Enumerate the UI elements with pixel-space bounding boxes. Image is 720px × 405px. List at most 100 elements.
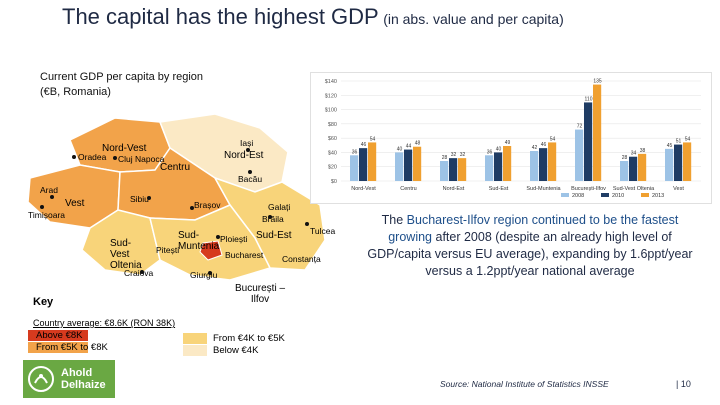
legend-swatch-2008: [561, 193, 569, 197]
data-label: 40: [397, 146, 403, 152]
bar-2013-6: [638, 153, 647, 181]
legend-swatch: [183, 333, 207, 344]
bar-2010-0: [359, 148, 368, 181]
chart-svg: $0$20$40$60$80$100$120$140364654Nord-Ves…: [325, 79, 701, 199]
map-label-bucuresti-ilfov: București – Ilfov: [234, 283, 286, 305]
city-dot: [190, 206, 194, 210]
bar-2013-3: [503, 146, 512, 181]
city-dot: [208, 271, 212, 275]
key-label: Key: [33, 296, 54, 308]
data-label: 54: [685, 136, 691, 142]
data-label: 135: [593, 79, 602, 85]
logo-line1: Ahold: [61, 367, 93, 379]
city-dot: [216, 235, 220, 239]
city-dot: [248, 170, 252, 174]
x-category-label: Nord-Vest: [351, 186, 376, 192]
legend-swatch-2013: [641, 193, 649, 197]
page-number: | 10: [676, 379, 691, 389]
map-subheading: Current GDP per capita by region (€B, Ro…: [40, 70, 203, 100]
callout-highlight: Bucharest-Ilfov region continued to be t…: [388, 213, 679, 244]
city-iasi: Iași: [240, 138, 254, 148]
city-bacau: Bacău: [238, 174, 263, 184]
bar-2010-3: [494, 152, 503, 181]
city-dot: [50, 195, 54, 199]
map-label-nord-est: Nord-Est: [224, 150, 264, 161]
bar-2010-5: [584, 102, 593, 181]
data-label: 34: [631, 151, 637, 157]
map-label-sud-vest-oltenia: Sud-Vest Oltenia: [110, 238, 142, 271]
data-label: 45: [667, 143, 673, 149]
x-category-label: Vest: [673, 186, 684, 192]
city-galati: Galați: [268, 202, 291, 212]
data-label: 40: [496, 146, 502, 152]
x-category-label: Sud-Est: [489, 186, 509, 192]
city-braila: Brăila: [262, 214, 284, 224]
x-category-label: Sud-Muntenia: [526, 186, 561, 192]
city-pitesti: Pitești: [156, 245, 180, 255]
data-label: 110: [585, 96, 593, 102]
legend-swatch: [28, 330, 88, 341]
legend-swatch: [28, 342, 88, 353]
bar-2010-7: [674, 144, 683, 181]
x-category-label: Nord-Est: [443, 186, 465, 192]
bar-2013-2: [458, 158, 467, 181]
city-bucharest: Bucharest: [225, 250, 264, 260]
city-brasov: Brașov: [194, 200, 221, 210]
city-ploiesti: Ploiești: [220, 234, 248, 244]
city-timisoara: Timișoara: [28, 210, 65, 220]
city-dot: [305, 222, 309, 226]
data-label: 28: [442, 155, 448, 161]
y-tick-label: $20: [328, 165, 337, 171]
bar-2008-0: [350, 155, 359, 181]
map-label-sud-muntenia: Sud-Muntenia: [178, 230, 220, 252]
city-arad: Arad: [40, 185, 58, 195]
page-number-value: 10: [680, 379, 691, 389]
callout-part2: after 2008 (despite an already high leve…: [367, 230, 693, 278]
bar-2008-1: [395, 152, 404, 181]
data-label: 36: [487, 149, 493, 155]
bar-2008-4: [530, 151, 539, 181]
bar-2010-6: [629, 156, 638, 181]
y-tick-label: $100: [325, 108, 337, 114]
legend-item-5k-8k: From €5K to €8K: [28, 342, 108, 353]
source-note: Source: National Institute of Statistics…: [440, 379, 609, 389]
map-label-centru: Centru: [160, 162, 191, 173]
legend-label: Below €4K: [213, 345, 259, 356]
city-craiova: Craiova: [124, 268, 154, 278]
slide-title: The capital has the highest GDP (in abs.…: [62, 4, 564, 30]
x-category-label: București-Ilfov: [571, 186, 606, 192]
x-category-label: Sud-Vest Oltenia: [613, 186, 655, 192]
data-label: 54: [370, 136, 376, 142]
y-tick-label: $120: [325, 93, 337, 99]
data-label: 32: [451, 152, 457, 158]
data-label: 49: [505, 140, 511, 146]
bar-2013-4: [548, 142, 557, 181]
gdp-bar-chart: $0 $20 $40 $60 $80 $100 $120 $140 36 46 54 Nord-Ves…: [310, 72, 712, 204]
legend-caption: Country average: €8.6K (RON 38K): [33, 318, 176, 328]
city-dot: [246, 148, 250, 152]
map-label-sud-est: Sud-Est: [256, 230, 292, 241]
bar-2013-1: [413, 146, 422, 181]
city-dot: [140, 270, 144, 274]
bar-2013-5: [593, 84, 602, 181]
data-label: 42: [532, 145, 538, 151]
subheading-line1: Current GDP per capita by region: [40, 71, 204, 83]
city-dot: [113, 156, 117, 160]
legend-swatch: [183, 345, 207, 356]
region-sud-vest-oltenia: [81, 209, 161, 276]
city-constanta: Constanța: [282, 254, 321, 264]
bar-2008-7: [665, 148, 674, 181]
data-label: 54: [550, 136, 556, 142]
title-main: The capital has the highest GDP: [62, 4, 379, 29]
y-tick-label: $40: [328, 150, 337, 156]
bar-2008-3: [485, 155, 494, 181]
data-label: 38: [640, 148, 646, 154]
ahold-delhaize-logo: Ahold Delhaize: [23, 360, 115, 398]
legend-label-2010: 2010: [612, 193, 624, 199]
y-tick-label: $140: [325, 79, 337, 85]
legend-label-2008: 2008: [572, 193, 584, 199]
legend-label: Above €8K: [36, 330, 83, 341]
city-dot: [268, 215, 272, 219]
data-label: 28: [622, 155, 628, 161]
legend-label: From €5K to €8K: [36, 342, 108, 353]
